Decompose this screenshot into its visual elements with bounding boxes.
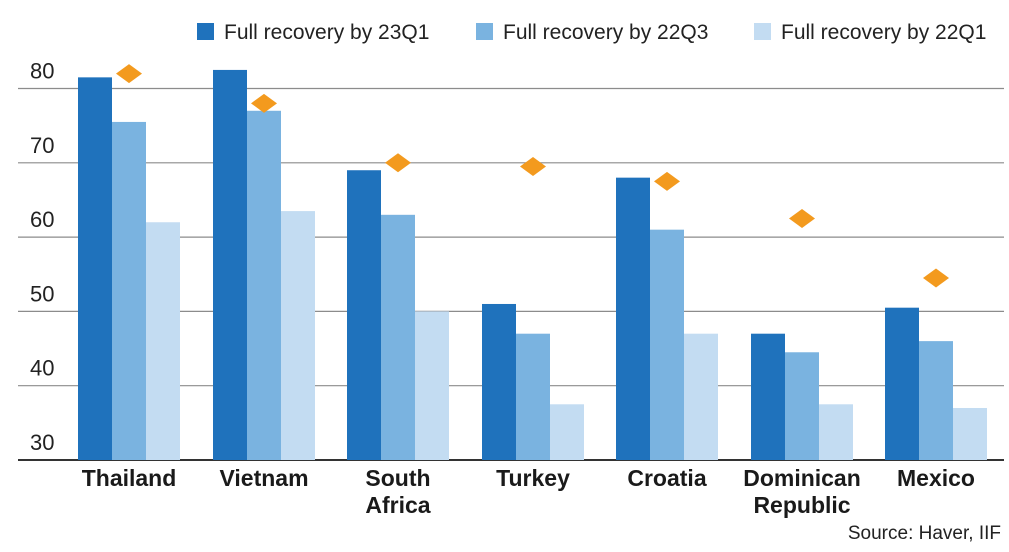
marker-dominican-republic (789, 209, 815, 229)
legend-label: Full recovery by 22Q3 (503, 21, 708, 44)
bar-vietnam-series-2 (247, 110, 281, 460)
y-tick-label-30: 30 (30, 430, 54, 455)
bar-dominican-republic-series-3 (819, 404, 853, 460)
legend-label: Full recovery by 23Q1 (224, 21, 429, 44)
bar-turkey-series-2 (516, 333, 550, 460)
bar-turkey-series-3 (550, 404, 584, 460)
legend-item-3: Full recovery by 22Q1 (754, 21, 986, 44)
legend-swatch (476, 23, 493, 40)
bar-mexico-series-2 (919, 341, 953, 460)
bar-vietnam-series-3 (281, 211, 315, 460)
x-axis: Thailand Vietnam South Africa Turkey Croatia D… (82, 465, 975, 518)
bar-vietnam-series-1 (213, 69, 247, 461)
marker-south-africa (385, 153, 411, 173)
y-tick-label-60: 60 (30, 207, 54, 232)
marker-mexico (923, 268, 949, 288)
bar-south-africa-series-3 (415, 311, 449, 460)
category-label-vietnam: Vietnam (219, 465, 308, 491)
legend-item-2: Full recovery by 22Q3 (476, 21, 708, 44)
legend-item-1: Full recovery by 23Q1 (197, 21, 429, 44)
bar-dominican-republic-series-2 (785, 352, 819, 460)
marker-thailand (116, 64, 142, 84)
category-label-thailand: Thailand (82, 465, 177, 491)
bar-croatia-series-1 (616, 177, 650, 460)
bar-south-africa-series-2 (381, 214, 415, 460)
category-label-dominican-republic: Dominican Republic (743, 465, 861, 518)
category-label-mexico: Mexico (897, 465, 975, 491)
bar-thailand-series-1 (78, 77, 112, 460)
source-note: Source: Haver, IIF (848, 523, 1001, 544)
y-tick-label-50: 50 (30, 281, 54, 306)
bar-dominican-republic-series-1 (751, 333, 785, 460)
bars (78, 69, 987, 461)
bar-mexico-series-3 (953, 407, 987, 460)
category-label-turkey: Turkey (496, 465, 570, 491)
y-axis: 30 40 50 60 70 80 (30, 59, 54, 456)
legend-swatch (754, 23, 771, 40)
y-tick-label-40: 40 (30, 356, 54, 381)
bar-croatia-series-2 (650, 229, 684, 460)
bar-south-africa-series-1 (347, 170, 381, 461)
bar-croatia-series-3 (684, 333, 718, 460)
category-label-croatia: Croatia (627, 465, 706, 491)
y-tick-label-80: 80 (30, 59, 54, 84)
y-tick-label-70: 70 (30, 133, 54, 158)
bar-mexico-series-1 (885, 307, 919, 460)
markers (116, 64, 949, 288)
legend: Full recovery by 23Q1 Full recovery by 22… (197, 21, 986, 44)
marker-turkey (520, 157, 546, 177)
bar-thailand-series-3 (146, 222, 180, 460)
legend-label: Full recovery by 22Q1 (781, 21, 986, 44)
legend-swatch (197, 23, 214, 40)
marker-croatia (654, 171, 680, 191)
marker-vietnam (251, 93, 277, 113)
bar-turkey-series-1 (482, 303, 516, 460)
category-label-south-africa: South Africa (365, 465, 430, 518)
bar-thailand-series-2 (112, 121, 146, 460)
